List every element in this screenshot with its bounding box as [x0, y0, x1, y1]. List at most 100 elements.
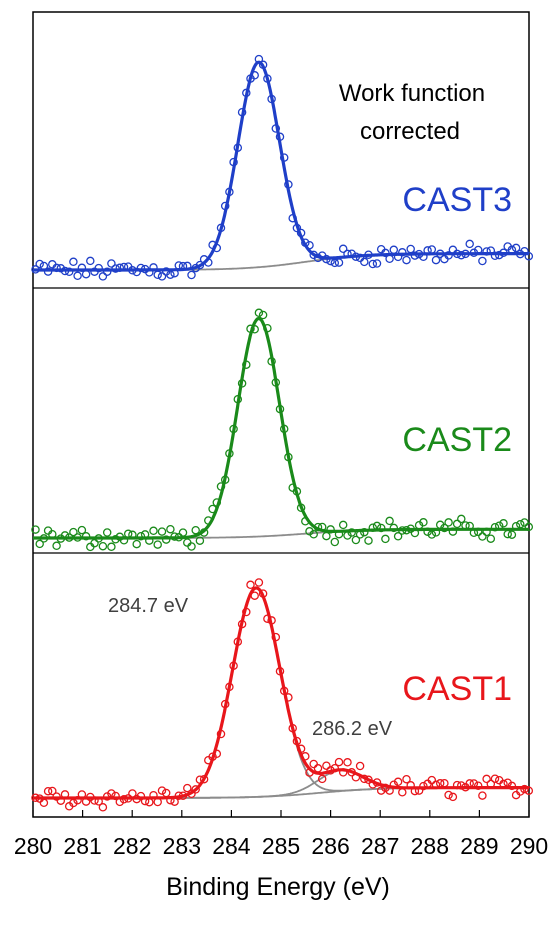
data-point [111, 791, 120, 801]
data-point [444, 790, 453, 800]
data-point [153, 540, 162, 549]
data-point [73, 271, 82, 281]
data-point [389, 523, 399, 533]
data-point [372, 259, 382, 268]
x-tick-label: 284 [212, 833, 251, 859]
data-point [351, 535, 361, 545]
data-point [136, 791, 146, 801]
data-point [326, 525, 335, 534]
data-point [482, 774, 491, 784]
data-point [39, 798, 49, 808]
data-point [86, 256, 95, 266]
data-point [254, 308, 264, 318]
x-tick-label: 283 [163, 833, 201, 859]
data-point [402, 774, 411, 784]
data-point [376, 523, 386, 533]
data-point [398, 248, 407, 257]
data-point [334, 757, 344, 767]
data-point [478, 532, 487, 541]
annotation-corrected: corrected [360, 118, 460, 145]
data-point [309, 530, 318, 539]
data-point [486, 534, 496, 543]
data-point [81, 532, 91, 541]
annotation-work-function: Work function [339, 80, 485, 107]
data-point [385, 254, 394, 264]
fit-line-cast1 [33, 586, 529, 800]
x-tick-label: 286 [311, 833, 349, 859]
data-point [56, 264, 66, 273]
data-point [398, 788, 407, 797]
data-point [360, 527, 369, 537]
data-point [473, 781, 483, 790]
data-point [149, 526, 158, 536]
data-point [107, 259, 116, 268]
data-point [64, 267, 74, 277]
data-point [478, 256, 487, 266]
data-point [90, 538, 99, 548]
data-point [254, 578, 264, 587]
data-point [35, 259, 44, 269]
data-point [183, 783, 192, 793]
series-label-cast2: CAST2 [402, 421, 512, 459]
data-point [322, 531, 331, 541]
data-point [153, 270, 162, 280]
data-point [381, 248, 390, 258]
data-point [444, 518, 453, 527]
data-point [343, 758, 352, 767]
fit-line-cast3 [33, 60, 529, 272]
x-tick-label: 288 [411, 833, 449, 859]
peak-label-284-7: 284.7 eV [108, 595, 189, 617]
data-point [157, 527, 167, 536]
x-tick-label: 285 [262, 833, 300, 859]
data-point [499, 519, 508, 528]
data-point [157, 786, 167, 795]
data-point [81, 269, 91, 279]
data-point [444, 251, 453, 260]
data-point [393, 532, 403, 541]
data-point [490, 774, 500, 783]
data-point [187, 542, 196, 551]
data-point [98, 541, 108, 551]
data-point [136, 263, 146, 273]
data-point [166, 524, 175, 534]
data-point [393, 777, 403, 787]
data-point [313, 764, 323, 773]
data-point [107, 542, 116, 552]
data-point [145, 797, 154, 807]
data-point [191, 785, 200, 794]
data-point [406, 244, 415, 254]
plot-area [31, 11, 534, 818]
data-point [187, 270, 196, 280]
data-point [48, 786, 57, 796]
data-point [376, 786, 386, 795]
data-point [69, 257, 78, 267]
data-point [385, 516, 394, 526]
x-tick-label: 282 [113, 833, 151, 859]
data-point [507, 530, 517, 539]
data-point [69, 527, 78, 537]
data-point [381, 534, 390, 544]
data-point [419, 781, 428, 791]
data-point [419, 518, 428, 527]
data-point [132, 539, 141, 549]
peak-label-286-2: 286.2 eV [312, 718, 393, 740]
x-tick-label: 290 [510, 833, 548, 859]
data-point [98, 272, 108, 281]
data-point [161, 535, 171, 544]
data-point [178, 528, 188, 537]
data-point [102, 528, 112, 537]
x-axis-label: Binding Energy (eV) [166, 873, 390, 901]
data-point [195, 536, 205, 545]
x-tick-label: 287 [361, 833, 399, 859]
data-point [98, 803, 108, 812]
series-label-cast1: CAST1 [402, 670, 512, 708]
data-point [457, 514, 466, 524]
data-point [309, 759, 318, 769]
data-point [427, 245, 437, 254]
fit-line-cast2 [33, 317, 529, 540]
data-point [322, 761, 331, 770]
data-point [478, 791, 487, 800]
data-point [157, 272, 167, 281]
data-point [102, 267, 112, 276]
data-point [35, 539, 44, 549]
